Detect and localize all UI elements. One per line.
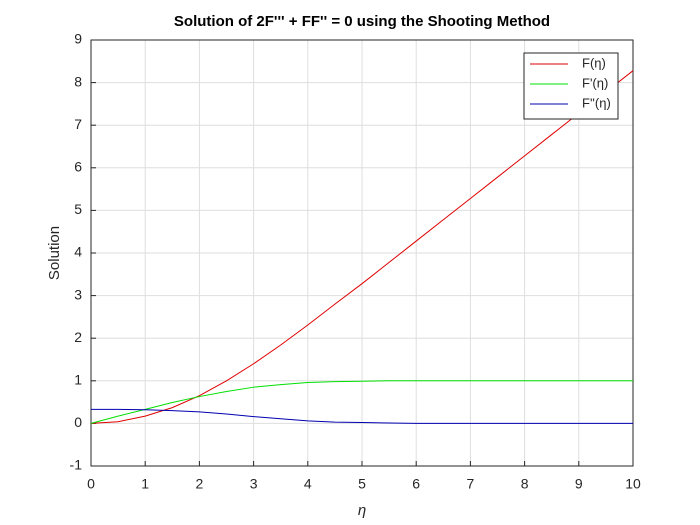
axes-box <box>90 39 634 467</box>
x-tick-label: 6 <box>412 476 420 492</box>
y-tick-label: 2 <box>74 329 82 345</box>
x-tick-label: 2 <box>196 476 204 492</box>
line-series <box>90 380 633 424</box>
line-series <box>90 70 634 424</box>
y-tick-label: 3 <box>74 286 82 302</box>
y-tick-label: 6 <box>74 159 82 175</box>
x-tick-label: 10 <box>625 476 641 492</box>
line-series <box>91 408 633 424</box>
legend-label: F'(η) <box>582 75 608 90</box>
x-tick-label: 8 <box>521 476 529 492</box>
x-tick-label: 0 <box>87 476 95 492</box>
x-tick-label: 1 <box>141 476 149 492</box>
chart-title: Solution of 2F''' + FF'' = 0 using the S… <box>174 13 550 30</box>
y-tick-label: 8 <box>74 73 82 89</box>
y-tick-label: 9 <box>74 31 82 47</box>
y-tick-label: -1 <box>70 457 83 473</box>
legend-label: F(η) <box>582 55 606 70</box>
legend-label: F''(η) <box>582 95 611 110</box>
y-axis-label: Solution <box>46 226 63 280</box>
x-tick-label: 9 <box>575 476 583 492</box>
x-tick-label: 3 <box>250 476 258 492</box>
y-tick-label: 4 <box>74 244 82 260</box>
y-tick-label: 1 <box>74 372 82 388</box>
y-tick-label: 0 <box>74 414 82 430</box>
x-tick-label: 4 <box>304 476 312 492</box>
y-tick-label: 5 <box>74 201 82 217</box>
y-tick-label: 7 <box>74 116 82 132</box>
x-axis-label: η <box>358 502 366 519</box>
x-tick-label: 7 <box>467 476 475 492</box>
x-tick-label: 5 <box>358 476 366 492</box>
